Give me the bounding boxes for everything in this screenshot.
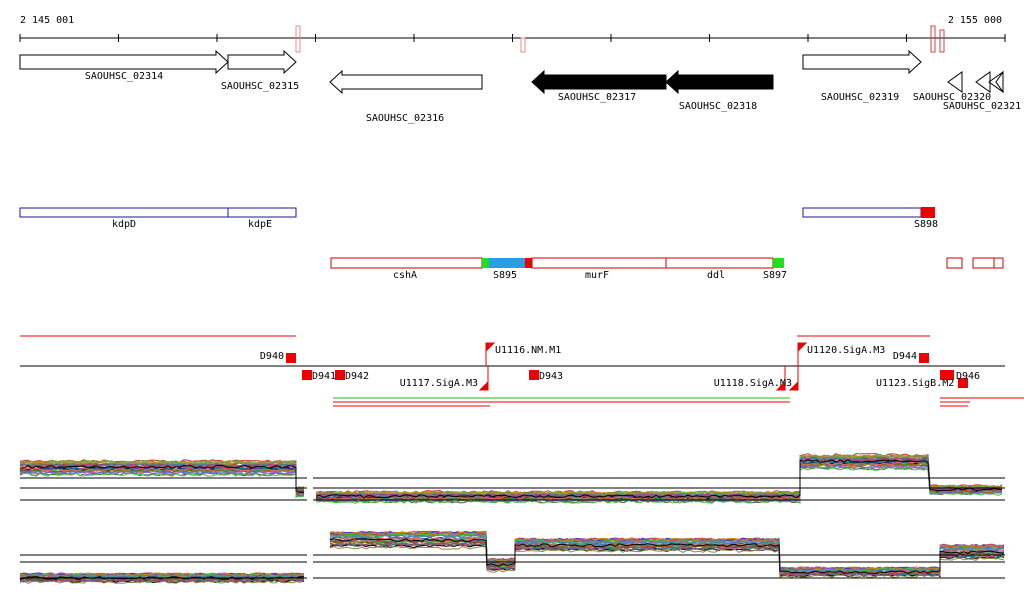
feature-box xyxy=(802,207,922,218)
site-box xyxy=(286,353,296,363)
start-coordinate: 2 145 001 xyxy=(20,15,74,26)
feature-label: S898 xyxy=(914,219,938,230)
features: kdpD kdpE S898 xyxy=(19,207,938,230)
feature-label: kdpE xyxy=(248,219,272,230)
gene-arrow xyxy=(947,71,963,93)
gene-label: SAOUHSC_02321 xyxy=(943,101,1021,112)
site-label: U1120.SigA.M3 xyxy=(807,345,885,356)
operon-box xyxy=(482,258,489,268)
feature-box xyxy=(227,207,297,218)
ruler: 2 145 001 2 155 000 xyxy=(19,15,1006,53)
site-label: U1116.NM.M1 xyxy=(495,345,561,356)
profile-line xyxy=(19,458,1003,499)
site-label: D943 xyxy=(539,371,563,382)
feature-box xyxy=(19,207,229,218)
gene-arrow xyxy=(531,69,667,95)
gene-arrow xyxy=(19,49,229,75)
genes xyxy=(19,49,1004,95)
site-label: D940 xyxy=(260,351,284,362)
gene-arrow xyxy=(665,69,774,95)
profile-line xyxy=(19,466,1003,504)
marker xyxy=(939,29,945,53)
gene-labels: SAOUHSC_02314 SAOUHSC_02315 SAOUHSC_0231… xyxy=(85,71,1021,124)
marker xyxy=(930,25,936,53)
site-label: D942 xyxy=(345,371,369,382)
operon-label: ddl xyxy=(707,270,725,281)
operon-label: S895 xyxy=(493,270,517,281)
operon-box xyxy=(972,257,995,269)
site-label: U1123.SigB.M2 xyxy=(876,378,954,389)
site-box xyxy=(335,370,345,380)
site-label: U1117.SigA.M3 xyxy=(400,378,478,389)
gene-label: SAOUHSC_02314 xyxy=(85,71,163,82)
gene-label: SAOUHSC_02319 xyxy=(821,92,899,103)
site-box xyxy=(919,353,929,363)
sites: D940 D941 D942 U1116.NM.M1 U1117.SigA.M3… xyxy=(20,335,1024,407)
gene-label: SAOUHSC_02317 xyxy=(558,92,636,103)
gene-arrow xyxy=(975,70,1004,94)
feature-label: kdpD xyxy=(112,219,136,230)
operon-box xyxy=(993,257,1004,269)
gene-label: SAOUHSC_02316 xyxy=(366,113,444,124)
site-box xyxy=(958,378,968,388)
operon-box xyxy=(489,258,525,268)
gap xyxy=(307,445,313,600)
site-label: U1118.SigA.M3 xyxy=(714,378,792,389)
operons: cshA S895 murF ddl S897 xyxy=(330,257,1004,281)
marker xyxy=(520,37,526,53)
operon-box xyxy=(946,257,963,269)
operon-box xyxy=(665,257,774,269)
profile-line xyxy=(19,461,1003,501)
gene-arrow xyxy=(227,49,297,75)
operon-label: murF xyxy=(585,270,609,281)
marker xyxy=(295,25,301,53)
operon-box xyxy=(330,257,483,269)
site-label: D941 xyxy=(312,371,336,382)
operon-box xyxy=(525,258,532,268)
site-box xyxy=(940,370,954,380)
gene-label: SAOUHSC_02318 xyxy=(679,101,757,112)
operon-box xyxy=(531,257,667,269)
operon-box xyxy=(773,258,784,268)
gene-label: SAOUHSC_02320 xyxy=(913,92,991,103)
gene-arrow xyxy=(329,69,483,95)
profile-line xyxy=(19,545,1005,584)
operon-label: S897 xyxy=(763,270,787,281)
gene-label: SAOUHSC_02315 xyxy=(221,81,299,92)
gene-arrow xyxy=(802,49,922,75)
end-coordinate: 2 155 000 xyxy=(948,15,1002,26)
operon-label: cshA xyxy=(393,270,417,281)
expression-profiles xyxy=(19,445,1005,600)
site-label: D946 xyxy=(956,371,980,382)
site-box xyxy=(529,370,539,380)
site-box xyxy=(302,370,312,380)
profile-line xyxy=(19,542,1005,583)
site-label: D944 xyxy=(893,351,917,362)
profile-line xyxy=(19,534,1005,579)
feature-box xyxy=(921,207,935,218)
